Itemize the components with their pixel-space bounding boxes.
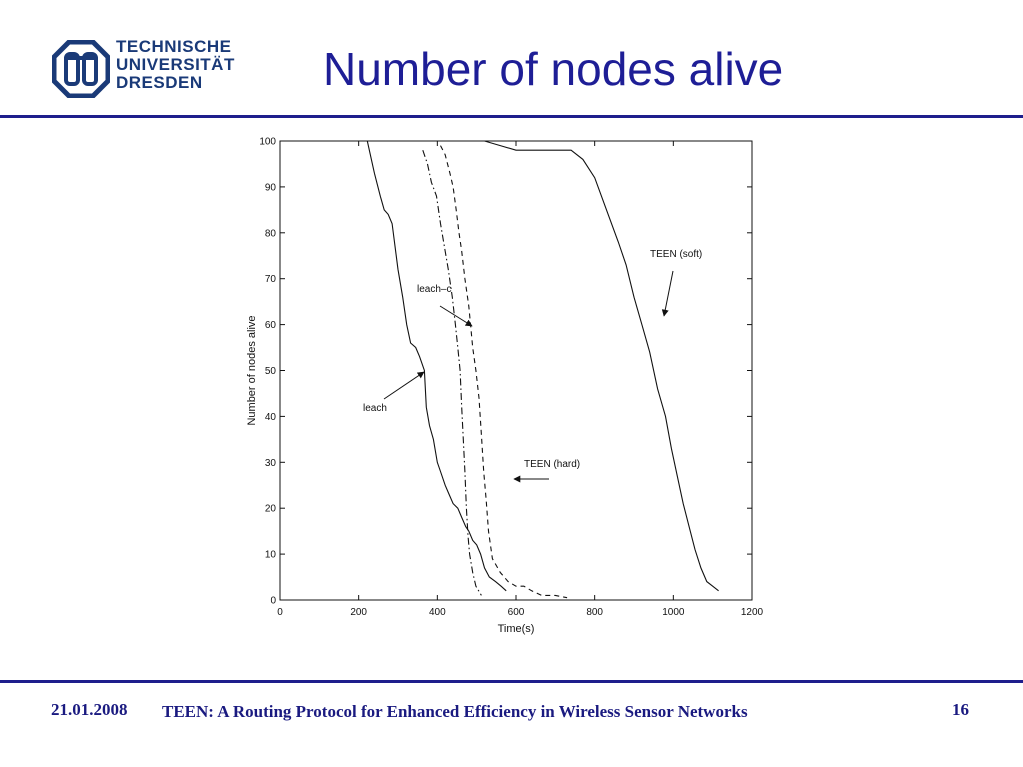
x-tick-label: 1000: [662, 607, 685, 618]
y-tick-label: 0: [270, 596, 276, 607]
nodes-alive-chart: 0 200 400 600 800 1000 1200 0 10 20 30 40 50 60 70 80 90…: [246, 137, 764, 636]
tu-dresden-emblem-icon: [52, 40, 110, 98]
annotation-label: leach–c: [417, 284, 451, 295]
annotation-label: TEEN (soft): [650, 249, 702, 260]
series-line-2: [440, 145, 568, 599]
y-axis-label: Number of nodes alive: [246, 315, 258, 425]
series-line-3: [468, 140, 719, 592]
logo-line-2: UNIVERSITÄT: [116, 55, 235, 74]
y-tick-label: 30: [265, 458, 277, 469]
x-tick-label: 1200: [741, 607, 764, 618]
logo-line-3: DRESDEN: [116, 73, 203, 92]
annotation-arrow: [439, 305, 473, 327]
x-axis-label: Time(s): [498, 623, 535, 635]
slide-title: Number of nodes alive: [323, 43, 784, 95]
x-tick-label: 800: [586, 607, 603, 618]
footer-page-number: 16: [952, 700, 969, 719]
series-line-1: [422, 150, 482, 596]
y-tick-label: 20: [265, 504, 277, 515]
logo-wordmark: TECHNISCHE UNIVERSITÄT DRESDEN: [116, 38, 235, 92]
tu-dresden-logo: TECHNISCHE UNIVERSITÄT DRESDEN: [52, 38, 252, 100]
x-tick-label: 200: [350, 607, 367, 618]
footer-talk-title: TEEN: A Routing Protocol for Enhanced Ef…: [162, 702, 748, 721]
y-tick-label: 70: [265, 274, 277, 285]
x-tick-label: 0: [277, 607, 283, 618]
y-tick-label: 40: [265, 412, 277, 423]
y-tick-label: 60: [265, 320, 277, 331]
footer-divider: [0, 680, 1023, 683]
annotation-arrow: [661, 270, 674, 317]
y-tick-label: 10: [265, 550, 277, 561]
y-tick-label: 100: [259, 137, 276, 148]
annotation-label: TEEN (hard): [524, 459, 580, 470]
annotation-label: leach: [363, 403, 387, 414]
plot-frame: [279, 140, 753, 601]
y-tick-label: 90: [265, 182, 277, 193]
series-line-0: [366, 140, 507, 592]
y-tick-label: 80: [265, 228, 277, 239]
y-tick-label: 50: [265, 366, 277, 377]
header-divider: [0, 115, 1023, 118]
x-tick-label: 600: [508, 607, 525, 618]
x-tick-label: 400: [429, 607, 446, 618]
footer-date: 21.01.2008: [51, 700, 128, 719]
annotation-arrow: [383, 371, 425, 400]
logo-line-1: TECHNISCHE: [116, 37, 232, 56]
